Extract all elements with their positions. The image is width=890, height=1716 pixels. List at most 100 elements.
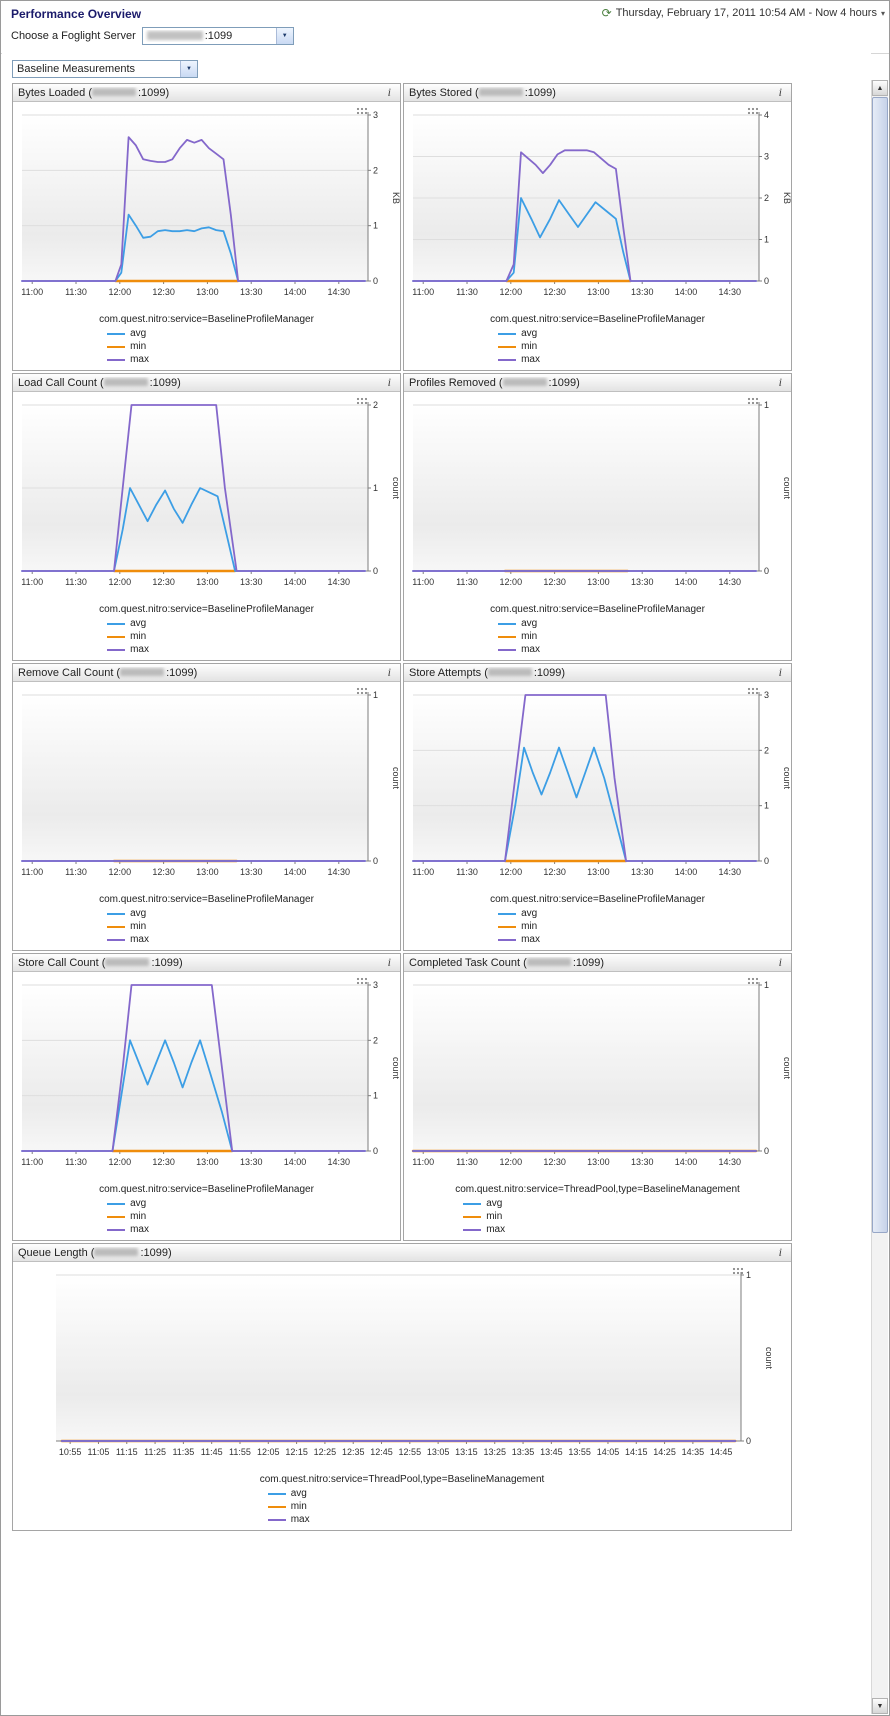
panel-title: Bytes Stored (:1099) — [409, 87, 556, 99]
chart-source: com.quest.nitro:service=BaselineProfileM… — [99, 894, 314, 905]
info-icon[interactable]: i — [778, 1245, 782, 1259]
panel-title: Profiles Removed (:1099) — [409, 377, 580, 389]
panel-title-prefix: Remove Call Count ( — [18, 666, 121, 679]
legend-min: min — [490, 920, 705, 933]
chart-plot: 0 1 count 11:00 11:30 12:00 12:30 13:00 13:30 14:… — [411, 980, 791, 1167]
info-icon[interactable]: i — [387, 375, 391, 389]
info-icon[interactable]: i — [387, 955, 391, 969]
svg-text:0: 0 — [764, 856, 769, 866]
chart-menu-icon[interactable] — [732, 1267, 743, 1275]
svg-text:1: 1 — [373, 690, 378, 700]
caret-down-icon: ▾ — [880, 8, 885, 18]
legend-avg: avg — [99, 327, 314, 340]
svg-text:12:15: 12:15 — [285, 1447, 308, 1457]
max-line-swatch — [107, 938, 126, 941]
chart-menu-icon[interactable] — [356, 107, 367, 115]
page-title: Performance Overview — [11, 7, 142, 21]
svg-text:14:30: 14:30 — [328, 577, 351, 587]
legend-avg: avg — [490, 327, 705, 340]
legend-min: min — [99, 920, 314, 933]
svg-text:11:15: 11:15 — [116, 1447, 138, 1457]
avg-line-swatch — [463, 1202, 482, 1205]
svg-text:13:25: 13:25 — [483, 1447, 506, 1457]
panel-title-suffix: :1099) — [533, 666, 566, 679]
chart-panel: Remove Call Count (:1099) i 0 1 count 11:00… — [12, 663, 401, 951]
svg-text:4: 4 — [764, 110, 769, 120]
min-line-swatch — [107, 925, 126, 928]
svg-text:10:55: 10:55 — [59, 1447, 82, 1457]
chart-area: 0 1 2 3 4 KB 11:00 11:30 12:00 12:30 13:00 13:30 14:… — [404, 102, 791, 370]
svg-text:13:30: 13:30 — [631, 287, 654, 297]
chart-menu-icon[interactable] — [747, 107, 758, 115]
chart-menu-icon[interactable] — [747, 977, 758, 985]
time-range-label: Thursday, February 17, 2011 10:54 AM - N… — [615, 7, 877, 19]
svg-text:count: count — [782, 477, 791, 500]
legend-min: min — [490, 630, 705, 643]
panel-title: Completed Task Count (:1099) — [409, 957, 604, 969]
svg-text:12:30: 12:30 — [152, 287, 175, 297]
svg-text:2: 2 — [373, 400, 378, 410]
legend-avg: avg — [455, 1197, 740, 1210]
chart-menu-icon[interactable] — [356, 977, 367, 985]
svg-text:14:00: 14:00 — [675, 287, 698, 297]
chart-panel: Store Attempts (:1099) i 0 1 2 3 count 11:00 1… — [403, 663, 792, 951]
legend-max: max — [490, 643, 705, 656]
server-chooser-row: Choose a Foglight Server :1099 ▼ — [1, 21, 889, 54]
svg-text:13:00: 13:00 — [196, 867, 219, 877]
redacted-server-name — [146, 31, 203, 41]
chart-menu-icon[interactable] — [356, 687, 367, 695]
time-refresh-icon: ⟳ — [601, 6, 612, 20]
info-icon[interactable]: i — [778, 665, 782, 679]
select-dropdown-icon[interactable]: ▼ — [180, 61, 197, 77]
svg-text:0: 0 — [373, 1146, 378, 1156]
info-icon[interactable]: i — [778, 85, 782, 99]
redacted-server-name — [105, 958, 150, 967]
chart-source: com.quest.nitro:service=BaselineProfileM… — [490, 604, 705, 615]
chart-panel: Bytes Loaded (:1099) i 0 1 2 3 KB 11:00 11:30 1… — [12, 83, 401, 371]
scroll-down-button[interactable]: ▼ — [872, 1698, 888, 1714]
chart-legend: com.quest.nitro:service=BaselineProfileM… — [99, 1184, 314, 1236]
svg-text:11:00: 11:00 — [21, 287, 43, 297]
svg-text:14:00: 14:00 — [675, 1157, 698, 1167]
info-icon[interactable]: i — [387, 665, 391, 679]
min-line-swatch — [463, 1215, 482, 1218]
max-line-swatch — [107, 648, 126, 651]
info-icon[interactable]: i — [387, 85, 391, 99]
panel-header: Profiles Removed (:1099) i — [404, 374, 791, 392]
svg-text:14:30: 14:30 — [328, 287, 351, 297]
info-icon[interactable]: i — [778, 955, 782, 969]
min-line-swatch — [498, 925, 517, 928]
svg-text:12:05: 12:05 — [257, 1447, 280, 1457]
chart-menu-icon[interactable] — [356, 397, 367, 405]
max-line-swatch — [107, 1228, 126, 1231]
scrollbar-thumb[interactable] — [872, 97, 888, 1233]
svg-text:1: 1 — [373, 221, 378, 231]
panel-title-prefix: Completed Task Count ( — [409, 956, 527, 969]
info-icon[interactable]: i — [778, 375, 782, 389]
measurement-select[interactable]: Baseline Measurements ▼ — [12, 60, 198, 78]
min-line-swatch — [107, 345, 126, 348]
chart-legend: com.quest.nitro:service=BaselineProfileM… — [490, 314, 705, 366]
vertical-scrollbar[interactable]: ▲ ▼ — [871, 80, 888, 1714]
svg-text:12:00: 12:00 — [500, 287, 523, 297]
measurement-row: Baseline Measurements ▼ — [2, 53, 871, 83]
server-select[interactable]: :1099 ▼ — [141, 27, 294, 45]
svg-text:13:30: 13:30 — [631, 577, 654, 587]
time-range-selector[interactable]: ⟳ Thursday, February 17, 2011 10:54 AM -… — [602, 7, 885, 19]
svg-text:count: count — [391, 1057, 400, 1080]
select-dropdown-icon[interactable]: ▼ — [275, 28, 293, 44]
svg-text:count: count — [391, 767, 400, 790]
avg-line-swatch — [107, 912, 126, 915]
svg-text:0: 0 — [373, 856, 378, 866]
chart-source: com.quest.nitro:service=BaselineProfileM… — [99, 604, 314, 615]
chart-menu-icon[interactable] — [747, 687, 758, 695]
svg-text:0: 0 — [373, 276, 378, 286]
scroll-up-button[interactable]: ▲ — [872, 80, 888, 96]
svg-text:count: count — [764, 1347, 774, 1370]
svg-text:12:30: 12:30 — [152, 577, 175, 587]
svg-text:12:30: 12:30 — [543, 577, 566, 587]
chart-menu-icon[interactable] — [747, 397, 758, 405]
legend-min: min — [99, 340, 314, 353]
legend-max: max — [490, 933, 705, 946]
svg-text:11:30: 11:30 — [65, 577, 87, 587]
